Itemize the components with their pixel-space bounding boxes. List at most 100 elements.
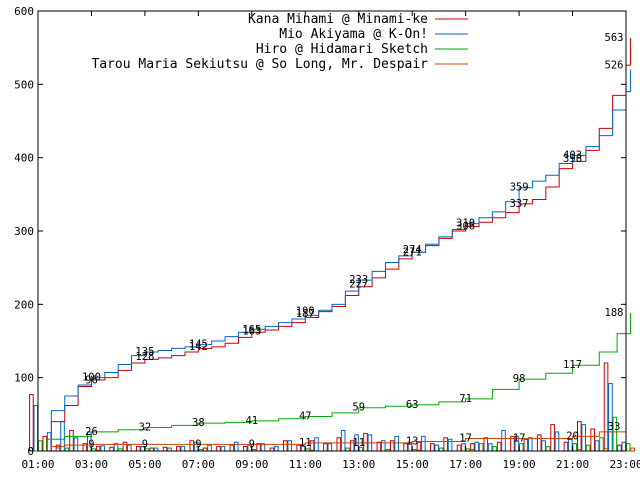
x-tick-label: 15:00 [396,458,429,471]
data-label: 337 [510,198,529,210]
bar [69,429,74,452]
data-label: 398 [563,153,582,165]
bar [216,446,221,452]
x-tick-label: 13:00 [342,458,375,471]
bar [536,434,542,452]
bar [323,443,328,452]
data-label: 20 [566,430,579,442]
data-label: 26 [85,426,98,438]
bar [527,437,533,452]
bar [434,444,440,452]
bar [162,446,168,452]
bar [572,443,578,452]
bar [599,437,604,452]
bar [461,443,466,452]
data-label: 306 [456,221,475,233]
data-label: 188 [605,307,624,319]
data-label: 9 [195,438,201,450]
data-label: 11 [299,437,312,449]
y-tick-label: 0 [27,445,34,458]
bar [483,437,489,452]
bar [287,440,293,452]
bar [229,444,235,452]
data-label: 17 [513,433,526,445]
bar [220,446,226,452]
data-label: 100 [82,372,101,384]
bar [474,441,480,452]
bar [109,446,114,452]
bar [501,429,506,452]
x-tick-label: 01:00 [21,458,54,471]
bar [127,444,132,452]
data-label: 187 [296,308,315,320]
bar [242,446,248,452]
bar [456,444,462,452]
x-tick-label: 23:00 [609,458,640,471]
bar [176,446,181,452]
legend-entry: Hiro @ Hidamari Sketch [256,42,428,57]
data-label: 165 [242,324,261,336]
data-label: 526 [605,59,624,71]
bar [617,444,622,452]
point-labels-layer: 96 128 142 163 187 227 271 306 337 398 526 100 135 14… [82,32,624,450]
bar [550,424,555,452]
lines-layer [38,38,631,452]
bar [603,362,609,452]
series-line [38,426,627,452]
data-label: 359 [510,182,529,194]
data-label: 11 [352,437,365,449]
bar [180,446,186,452]
bar [608,383,613,452]
bar [42,435,48,452]
data-label: 33 [608,421,621,433]
data-label: 41 [245,415,258,427]
bar [122,441,128,452]
bar [487,443,493,452]
x-tick-label: 19:00 [503,458,536,471]
legend-entry: Tarou Maria Sekiutsu @ So Long, Mr. Desp… [91,57,428,72]
data-label: 47 [299,411,312,423]
bar [421,435,426,452]
x-tick-label: 09:00 [235,458,268,471]
y-tick-label: 200 [14,298,34,311]
data-label: 310 [456,218,475,230]
y-tick-label: 600 [14,5,34,18]
bar [430,443,435,452]
data-label: 190 [296,306,315,318]
data-label: 98 [513,373,526,385]
bar [37,440,43,452]
y-tick-label: 300 [14,225,34,238]
bar [389,440,395,452]
bar [207,444,212,452]
bar [630,447,635,452]
y-tick-label: 500 [14,78,34,91]
bar [621,441,627,452]
data-label: 9 [142,438,148,450]
data-label: 59 [352,402,365,414]
bar [545,446,551,452]
bar [496,441,502,452]
bar [29,394,34,452]
y-tick-label: 400 [14,152,34,165]
axes-layer: 0 100 200 300 400 500 600 01:00 03:00 05:00 07:00 0… [14,5,640,471]
bar [376,441,382,452]
data-label: 117 [563,359,582,371]
bar [336,437,342,452]
bar [136,446,141,452]
bar [274,446,279,452]
bar [563,441,569,452]
data-label: 274 [403,244,422,256]
plot-frame [37,10,627,452]
data-label: 71 [459,393,472,405]
data-label: 9 [249,438,255,450]
bar [594,440,600,452]
bar [73,437,79,452]
data-label: 38 [192,417,205,429]
data-label: 233 [349,274,368,286]
data-label: 145 [189,339,208,351]
legend-entry: Mio Akiyama @ K-On! [279,27,428,42]
bar [590,428,595,452]
y-tick-label: 100 [14,372,34,385]
bar [541,440,546,452]
